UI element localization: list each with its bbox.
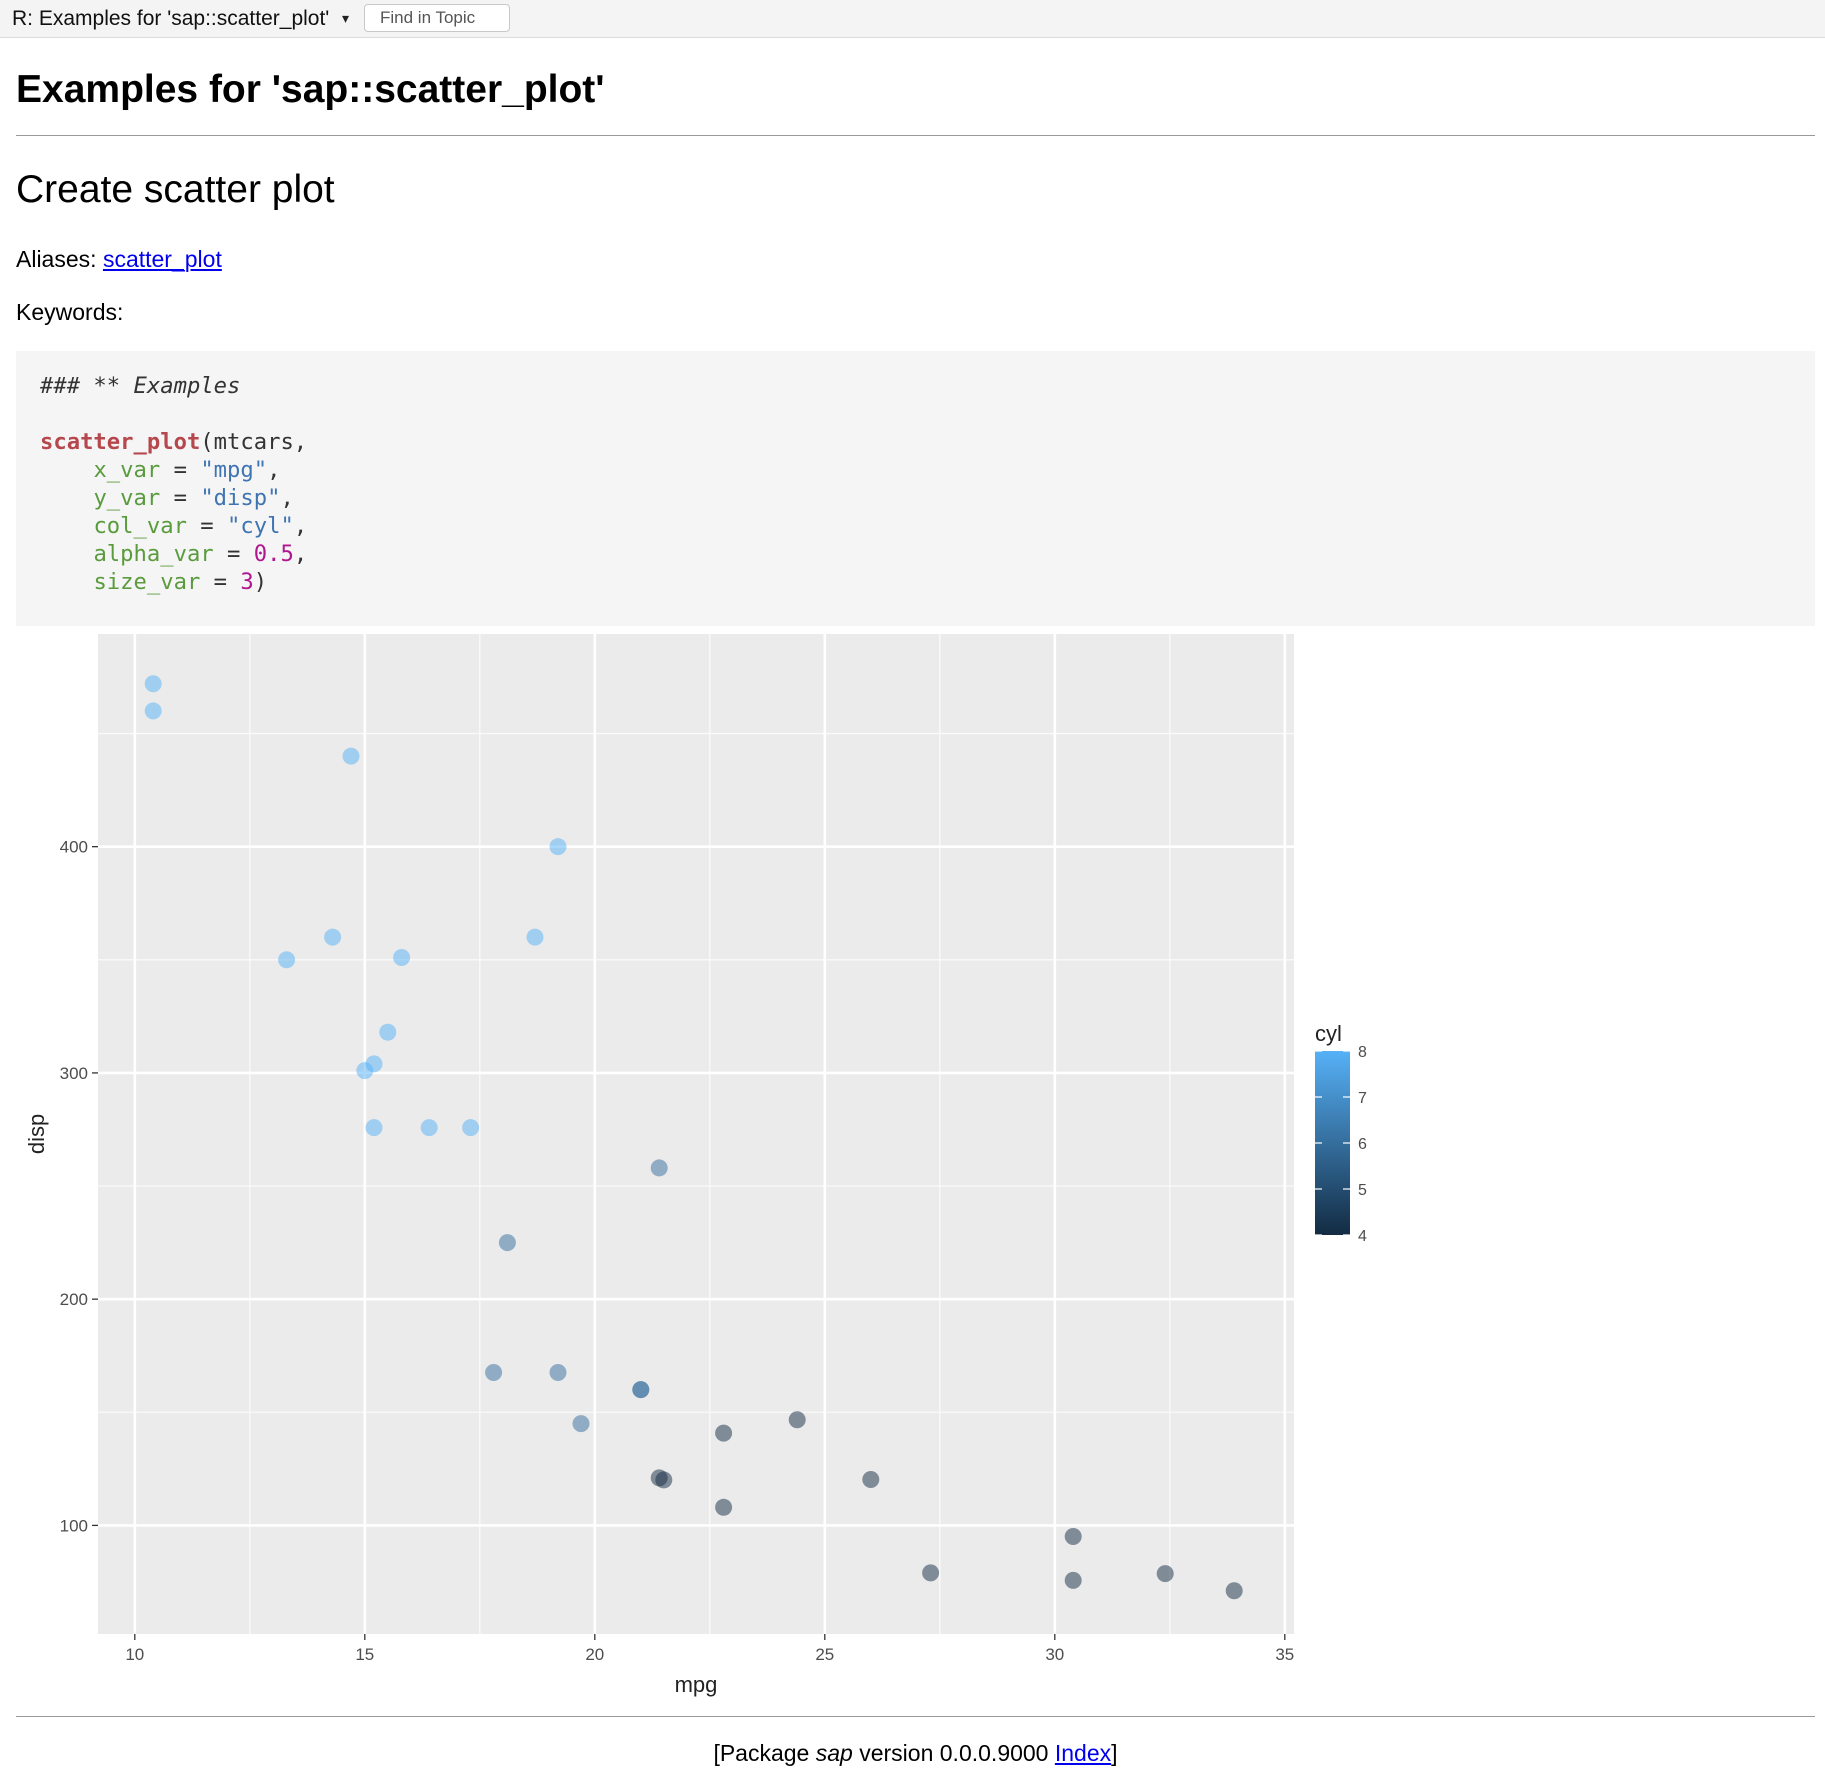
chevron-down-icon[interactable]: ▾ <box>342 10 350 26</box>
x-tick-label: 25 <box>815 1645 834 1664</box>
aliases-label: Aliases: <box>16 246 97 272</box>
package-name: sap <box>815 1740 853 1766</box>
x-tick-label: 20 <box>585 1645 604 1664</box>
color-legend: cyl 8 7 6 5 4 <box>1315 1021 1367 1245</box>
x-tick-label: 10 <box>125 1645 144 1664</box>
help-topbar: R: Examples for 'sap::scatter_plot' ▾ <box>0 0 1825 38</box>
data-point <box>1064 1571 1082 1589</box>
data-point <box>922 1564 940 1582</box>
data-point <box>144 675 162 693</box>
y-axis: 100 200 300 400 <box>60 838 98 1535</box>
x-axis: 10 15 20 25 30 35 <box>125 1634 1294 1664</box>
data-point <box>365 1119 383 1137</box>
y-tick-label: 100 <box>60 1516 88 1535</box>
y-tick-label: 400 <box>60 838 88 857</box>
code-function-name: scatter_plot <box>40 429 201 455</box>
section-title: Create scatter plot <box>16 168 335 211</box>
data-point <box>549 838 567 856</box>
data-point <box>862 1470 880 1488</box>
plot-panel <box>98 634 1294 1634</box>
code-arg-name: size_var <box>93 569 201 595</box>
code-line: x_var = "mpg", <box>93 457 281 483</box>
footer-divider <box>16 1716 1815 1717</box>
code-arg-name: col_var <box>93 513 187 539</box>
code-line: size_var = 3) <box>93 569 268 595</box>
alias-link[interactable]: scatter_plot <box>102 246 222 272</box>
data-point <box>715 1424 733 1442</box>
data-point <box>342 747 360 765</box>
page-title: Examples for 'sap::scatter_plot' <box>16 68 605 111</box>
y-tick-label: 300 <box>60 1064 88 1083</box>
data-point <box>1225 1582 1243 1600</box>
data-point <box>715 1498 733 1516</box>
data-point <box>549 1363 567 1381</box>
legend-ticks: 8 7 6 5 4 <box>1315 1044 1367 1245</box>
legend-tick-label: 8 <box>1358 1044 1367 1061</box>
code-first-arg: (mtcars, <box>200 429 308 455</box>
code-arg-name: x_var <box>93 457 161 483</box>
code-block: ### ** Examples scatter_plot(mtcars, x_va… <box>16 351 1815 626</box>
data-point <box>356 1062 374 1080</box>
x-tick-label: 35 <box>1275 1645 1294 1664</box>
code-arg-value: 3 <box>240 569 254 595</box>
code-arg-value: "mpg" <box>200 457 268 483</box>
index-link[interactable]: Index <box>1054 1740 1112 1766</box>
legend-tick-label: 5 <box>1358 1182 1367 1199</box>
data-point <box>485 1363 503 1381</box>
data-point <box>278 951 296 969</box>
title-divider <box>16 135 1815 136</box>
code-line: y_var = "disp", <box>93 485 294 511</box>
data-point <box>1156 1565 1174 1583</box>
legend-title: cyl <box>1315 1021 1342 1046</box>
data-point <box>324 928 342 946</box>
code-arg-name: alpha_var <box>93 541 214 567</box>
topic-title-dropdown[interactable]: R: Examples for 'sap::scatter_plot' <box>12 7 330 30</box>
y-tick-label: 200 <box>60 1290 88 1309</box>
data-point <box>420 1119 438 1137</box>
keywords-label: Keywords: <box>16 299 124 325</box>
data-points <box>144 675 1243 1600</box>
package-footer: [Package sap version 0.0.0.9000 Index] <box>713 1740 1118 1766</box>
code-arg-name: y_var <box>93 485 161 511</box>
code-line: alpha_var = 0.5, <box>93 541 308 567</box>
code-arg-value: "disp" <box>200 485 281 511</box>
find-in-topic-input[interactable] <box>364 4 510 32</box>
data-point <box>632 1381 650 1399</box>
data-point <box>462 1119 480 1137</box>
legend-tick-label: 4 <box>1358 1228 1367 1245</box>
code-comment: ### ** Examples <box>40 373 241 399</box>
data-point <box>572 1415 590 1433</box>
code-arg-value: "cyl" <box>227 513 294 539</box>
legend-tick-label: 6 <box>1358 1136 1367 1153</box>
data-point <box>144 702 162 720</box>
major-gridlines <box>98 634 1294 1634</box>
data-point <box>650 1469 668 1487</box>
code-line: col_var = "cyl", <box>93 513 308 539</box>
code-arg-value: 0.5 <box>253 541 294 567</box>
data-point <box>379 1023 397 1041</box>
data-point <box>650 1159 668 1177</box>
legend-tick-label: 7 <box>1358 1090 1367 1107</box>
scatter-plot: 10 15 20 25 30 35 100 200 300 400 mpg disp cyl 8… <box>24 634 1367 1697</box>
x-axis-label: mpg <box>675 1672 718 1697</box>
x-tick-label: 15 <box>355 1645 374 1664</box>
data-point <box>498 1234 516 1252</box>
x-tick-label: 30 <box>1045 1645 1064 1664</box>
data-point <box>393 949 411 967</box>
minor-gridlines <box>98 634 1294 1634</box>
data-point <box>788 1411 806 1429</box>
y-axis-label: disp <box>24 1114 49 1154</box>
aliases-line: Aliases: scatter_plot <box>16 246 222 273</box>
data-point <box>1064 1527 1082 1545</box>
code-line-call: scatter_plot(mtcars, <box>40 429 307 455</box>
data-point <box>526 928 544 946</box>
